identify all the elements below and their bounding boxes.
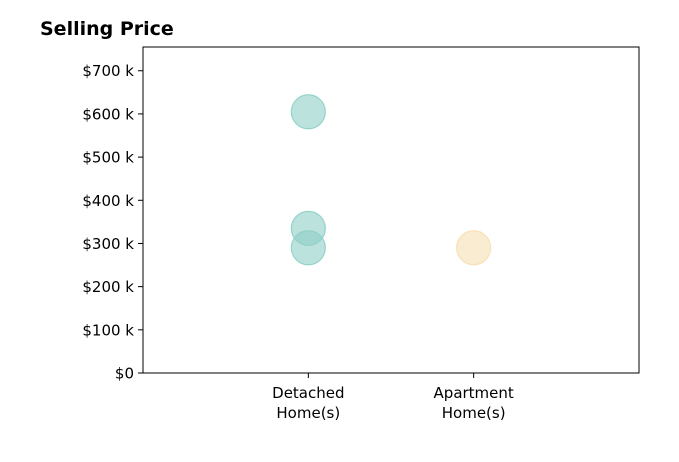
data-point [456, 230, 492, 266]
x-tick-label: Detached Home(s) [272, 384, 344, 422]
x-tick-label-line: Home(s) [276, 404, 340, 422]
x-tick-label-line: Detached [272, 384, 344, 402]
plot-frame [142, 46, 640, 374]
y-axis: $0 $100 k $200 k $300 k $400 k $500 k $600 k $7… [82, 62, 143, 383]
data-point [290, 94, 326, 130]
y-tick-label: $300 k [82, 235, 134, 253]
y-tick-label: $400 k [82, 192, 134, 210]
x-tick-label: Apartment Home(s) [434, 384, 514, 422]
data-point [290, 230, 326, 266]
x-tick-label-line: Home(s) [442, 404, 506, 422]
points-layer [290, 94, 492, 266]
y-tick-label: $100 k [82, 321, 134, 339]
y-tick-label: $500 k [82, 149, 134, 167]
x-axis: Detached Home(s) Apartment Home(s) [272, 373, 514, 422]
y-tick-label: $0 [115, 365, 134, 383]
y-tick-label: $200 k [82, 278, 134, 296]
y-tick-label: $700 k [82, 62, 134, 80]
y-tick-label: $600 k [82, 105, 134, 123]
x-tick-label-line: Apartment [434, 384, 514, 402]
chart-title: Selling Price [40, 18, 174, 40]
